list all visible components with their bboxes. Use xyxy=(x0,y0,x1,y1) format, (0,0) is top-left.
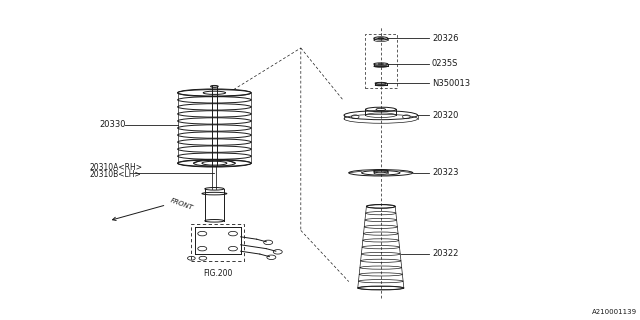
Bar xyxy=(191,224,244,261)
Text: 20310A<RH>: 20310A<RH> xyxy=(90,163,143,172)
Text: 20330: 20330 xyxy=(99,120,125,129)
Text: 20326: 20326 xyxy=(432,34,458,43)
Text: FRONT: FRONT xyxy=(170,197,194,212)
Text: A210001139: A210001139 xyxy=(591,309,637,315)
Bar xyxy=(365,34,397,88)
Text: N350013: N350013 xyxy=(432,79,470,88)
Text: 20323: 20323 xyxy=(432,168,458,177)
Text: 0235S: 0235S xyxy=(432,60,458,68)
Text: 20320: 20320 xyxy=(432,111,458,120)
Text: FIG.200: FIG.200 xyxy=(203,269,232,278)
Text: 20322: 20322 xyxy=(432,249,458,258)
Text: 20310B<LH>: 20310B<LH> xyxy=(90,170,141,179)
